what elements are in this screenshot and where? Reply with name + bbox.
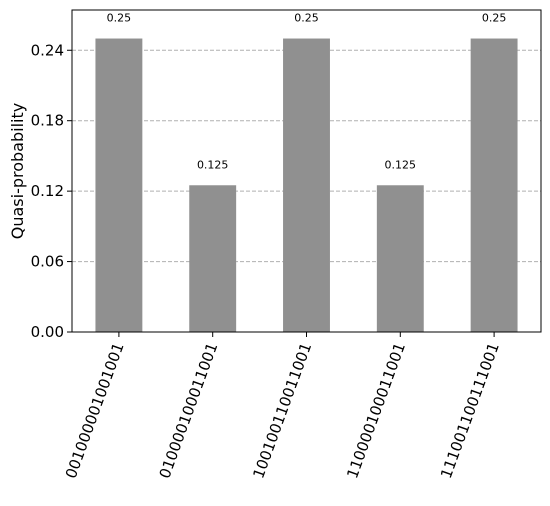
- bar: [376, 185, 424, 332]
- x-tick-label: 100100110011001: [249, 340, 315, 481]
- bar-value-label: 0.125: [197, 158, 229, 171]
- y-tick-label: 0.24: [31, 41, 64, 59]
- bar: [283, 38, 330, 333]
- value-labels: 0.25 0.125 0.25 0.125 0.25: [107, 12, 507, 172]
- bar-value-label: 0.25: [294, 12, 319, 25]
- x-tick-label: 010000100011001: [156, 340, 222, 481]
- bar-value-label: 0.125: [385, 158, 417, 171]
- bar-value-label: 0.25: [482, 12, 507, 25]
- y-tick-label: 0.06: [31, 253, 64, 271]
- x-axis-ticks: 001000001001001 010000100011001 1001001100…: [62, 332, 503, 481]
- y-tick-label: 0.12: [31, 182, 64, 200]
- x-tick-label: 001000001001001: [62, 340, 128, 481]
- bar: [95, 38, 143, 333]
- bar-value-label: 0.25: [107, 12, 132, 25]
- y-tick-label: 0.00: [31, 323, 64, 341]
- x-tick-label: 110000100011001: [343, 340, 409, 481]
- bars: [95, 38, 518, 333]
- bar: [470, 38, 518, 333]
- x-tick-label: 111001100111001: [437, 340, 503, 481]
- bar: [189, 185, 237, 332]
- y-axis-ticks: 0.00 0.06 0.12 0.18 0.24: [31, 41, 72, 341]
- y-tick-label: 0.18: [31, 112, 64, 130]
- y-axis-label: Quasi-probability: [8, 103, 27, 239]
